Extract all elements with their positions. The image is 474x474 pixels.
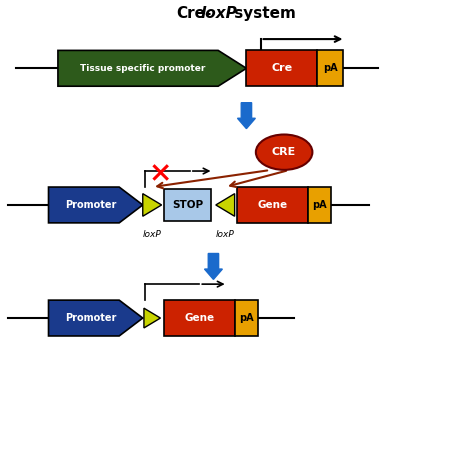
Ellipse shape <box>256 135 312 170</box>
Text: Gene: Gene <box>257 200 287 210</box>
Text: CRE: CRE <box>272 147 296 157</box>
Text: loxP: loxP <box>216 230 235 239</box>
Bar <box>317 50 343 86</box>
Text: Cre: Cre <box>271 64 292 73</box>
Polygon shape <box>48 300 143 336</box>
FancyArrow shape <box>204 254 222 279</box>
Polygon shape <box>143 194 162 216</box>
Bar <box>246 50 317 86</box>
Text: Gene: Gene <box>184 313 214 323</box>
Text: loxP: loxP <box>143 230 162 239</box>
Polygon shape <box>48 187 143 223</box>
Text: Promoter: Promoter <box>65 313 117 323</box>
Text: pA: pA <box>239 313 254 323</box>
Text: Cre-: Cre- <box>177 6 212 21</box>
FancyArrow shape <box>237 103 255 128</box>
Text: system: system <box>229 6 296 21</box>
Text: Tissue specific promoter: Tissue specific promoter <box>80 64 205 73</box>
Bar <box>235 300 258 336</box>
Bar <box>164 300 235 336</box>
Text: pA: pA <box>312 200 327 210</box>
Text: Promoter: Promoter <box>65 200 117 210</box>
Bar <box>164 190 211 220</box>
Text: pA: pA <box>323 64 337 73</box>
Polygon shape <box>216 194 235 216</box>
Polygon shape <box>58 50 246 86</box>
Text: STOP: STOP <box>172 200 203 210</box>
Bar <box>237 187 308 223</box>
Text: loxP: loxP <box>200 6 237 21</box>
Bar <box>308 187 331 223</box>
Polygon shape <box>144 308 160 328</box>
